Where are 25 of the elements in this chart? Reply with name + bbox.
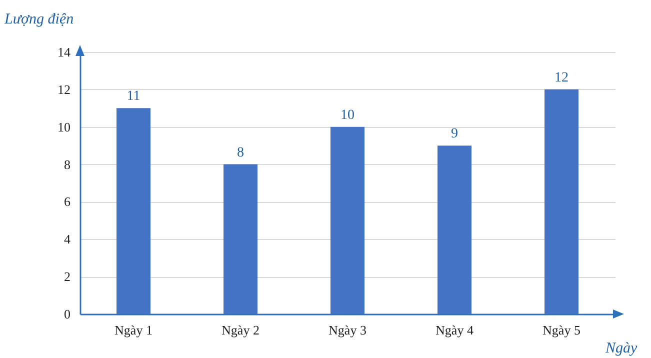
y-axis-title: Lượng điện — [4, 12, 74, 28]
bar — [544, 89, 578, 314]
x-axis-title: Ngày — [604, 340, 638, 356]
x-tick-label: Ngày 3 — [328, 322, 366, 338]
y-tick-label: 8 — [64, 156, 70, 172]
bar — [438, 146, 472, 314]
bar — [224, 164, 258, 314]
data-label: 8 — [237, 145, 244, 160]
y-tick-label: 12 — [58, 82, 70, 97]
x-tick-label: Ngày 5 — [542, 322, 580, 338]
x-tick-label: Ngày 1 — [114, 322, 152, 338]
data-label: 12 — [554, 70, 568, 86]
y-tick-label: 14 — [58, 44, 71, 60]
data-label: 10 — [340, 108, 354, 123]
y-tick-label: 6 — [64, 194, 71, 210]
x-tick-label: Ngày 2 — [222, 322, 260, 338]
bar — [330, 126, 364, 314]
data-label: 11 — [126, 89, 140, 104]
data-label: 9 — [451, 126, 458, 142]
y-tick-label: 4 — [64, 232, 71, 247]
y-tick-label: 0 — [64, 306, 70, 322]
x-tick-label: Ngày 4 — [436, 322, 474, 338]
y-tick-label: 2 — [64, 269, 70, 284]
y-tick-label: 10 — [58, 119, 70, 134]
bar — [116, 108, 150, 314]
